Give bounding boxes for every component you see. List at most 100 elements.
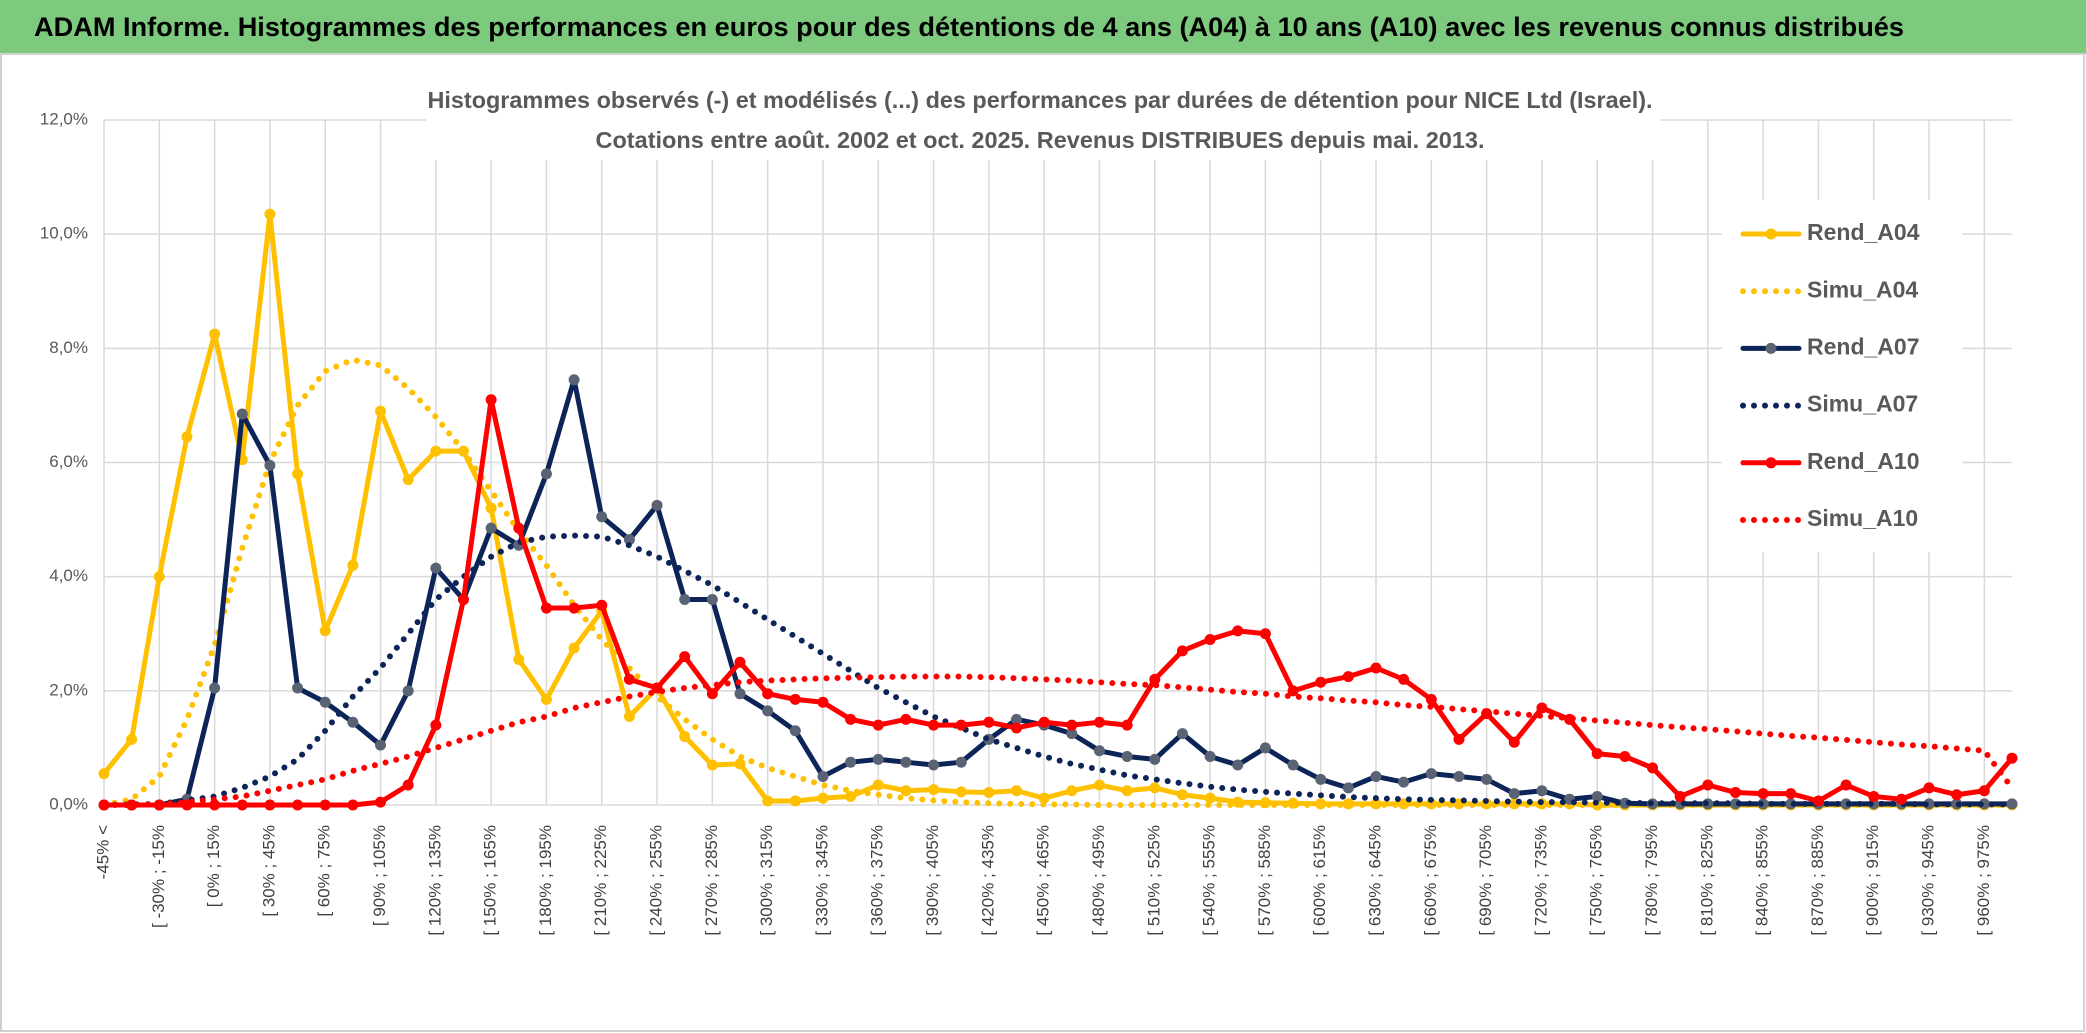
data-point (1536, 702, 1548, 714)
data-point (817, 792, 829, 804)
data-point (623, 534, 635, 546)
data-point (292, 468, 304, 480)
data-point (845, 756, 857, 768)
data-point (1149, 782, 1161, 794)
data-point (1287, 685, 1299, 697)
data-point (568, 642, 580, 654)
data-point (1978, 785, 1990, 797)
data-point (1453, 733, 1465, 745)
legend-label: Simu_A04 (1807, 276, 1918, 302)
data-point (734, 656, 746, 668)
x-tick-label: [ 900% ; 915% (1863, 825, 1882, 936)
data-point (540, 693, 552, 705)
data-point (789, 795, 801, 807)
x-tick-label: -45% < (93, 825, 112, 879)
data-point (1398, 776, 1410, 788)
legend-label: Rend_A07 (1807, 333, 1919, 359)
data-point (872, 753, 884, 765)
data-point (1425, 768, 1437, 780)
x-tick-label: [ 30% ; 45% (259, 825, 278, 917)
data-point (1066, 728, 1078, 740)
data-point (845, 790, 857, 802)
data-point (375, 796, 387, 808)
x-tick-label: [ 180% ; 195% (536, 825, 555, 936)
data-point (1536, 785, 1548, 797)
data-point (485, 502, 497, 514)
data-point (402, 779, 414, 791)
data-point (1702, 779, 1714, 791)
data-point (596, 599, 608, 611)
data-point (1287, 759, 1299, 771)
data-point (1785, 788, 1797, 800)
data-point (928, 759, 940, 771)
x-tick-label: [ 510% ; 525% (1144, 825, 1163, 936)
data-point (430, 562, 442, 574)
legend-marker (1765, 457, 1777, 469)
data-point (1011, 785, 1023, 797)
y-tick-label: 4,0% (49, 566, 88, 585)
data-point (1812, 795, 1824, 807)
data-point (264, 459, 276, 471)
model-line (101, 532, 2015, 808)
data-point (1619, 750, 1631, 762)
data-point (1093, 745, 1105, 757)
observed-line (101, 397, 2015, 808)
x-tick-label: [ 960% ; 975% (1974, 825, 1993, 936)
data-point (264, 799, 276, 811)
legend-marker (1765, 228, 1777, 240)
data-point (1259, 742, 1271, 754)
data-point (98, 768, 110, 780)
data-point (485, 394, 497, 406)
data-point (900, 713, 912, 725)
data-point (762, 688, 774, 700)
x-tick-label: [ 810% ; 825% (1697, 825, 1716, 936)
data-point (1923, 782, 1935, 794)
data-point (1204, 750, 1216, 762)
data-point (375, 739, 387, 751)
x-tick-label: [ 90% ; 105% (370, 825, 389, 926)
data-point (126, 733, 138, 745)
data-point (1370, 662, 1382, 674)
x-tick-label: [ 870% ; 885% (1808, 825, 1827, 936)
data-point (1011, 713, 1023, 725)
data-point (955, 719, 967, 731)
data-point (1840, 779, 1852, 791)
legend: Rend_A04 Simu_A04 Rend_A07 Simu_A07 Rend_A10… (1722, 200, 1962, 552)
x-tick-label: [ 720% ; 735% (1531, 825, 1550, 936)
data-point (181, 431, 193, 443)
data-point (1149, 753, 1161, 765)
data-point (1176, 789, 1188, 801)
data-point (1093, 716, 1105, 728)
data-point (845, 713, 857, 725)
data-point (1674, 790, 1686, 802)
data-point (789, 693, 801, 705)
header-banner (0, 0, 2086, 54)
data-point (1011, 722, 1023, 734)
data-point (1425, 693, 1437, 705)
data-point (1591, 790, 1603, 802)
data-point (817, 696, 829, 708)
data-point (540, 468, 552, 480)
chart-subtitle: Cotations entre août. 2002 et oct. 2025.… (596, 127, 1485, 153)
x-tick-label: [ 270% ; 285% (702, 825, 721, 936)
data-point (1647, 762, 1659, 774)
x-tick-label: [ 540% ; 555% (1200, 825, 1219, 936)
data-point (347, 799, 359, 811)
data-point (209, 328, 221, 340)
data-point (983, 716, 995, 728)
data-point (1895, 793, 1907, 805)
data-point (900, 785, 912, 797)
data-point (1453, 770, 1465, 782)
data-point (706, 594, 718, 605)
x-tick-label: [ 60% ; 75% (315, 825, 334, 917)
legend-background (1722, 200, 1962, 552)
data-point (1315, 773, 1327, 785)
plot (98, 208, 2018, 811)
data-point (596, 511, 608, 523)
y-tick-label: 12,0% (40, 109, 88, 128)
x-tick-label: [ 300% ; 315% (757, 825, 776, 936)
chart-title: Histogrammes observés (-) et modélisés (… (428, 87, 1653, 113)
header-title: ADAM Informe. Histogrammes des performan… (34, 12, 1904, 42)
data-point (1757, 788, 1769, 800)
data-point (928, 719, 940, 731)
